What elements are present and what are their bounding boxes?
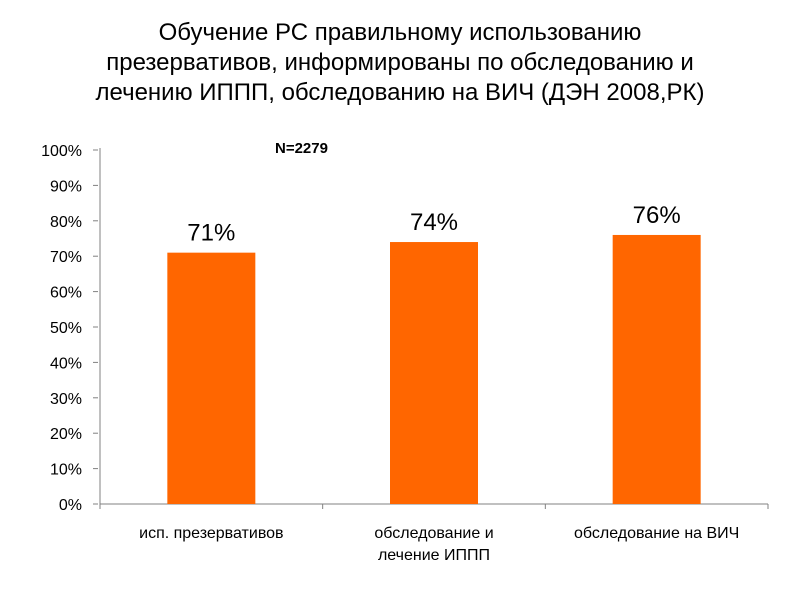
y-tick-label: 40% (50, 355, 82, 372)
category-label: обследование на ВИЧ (574, 525, 739, 542)
data-label: 76% (633, 202, 681, 229)
y-tick-label: 60% (50, 285, 82, 302)
bar (167, 252, 256, 504)
y-tick-label: 50% (50, 320, 82, 337)
bars (167, 234, 701, 505)
y-tick-label: 90% (50, 178, 82, 195)
chart-title: Обучение РС правильному использованию пр… (95, 19, 705, 106)
bar (612, 234, 701, 504)
y-tick-label: 70% (50, 249, 82, 266)
category-label: обследование и (374, 525, 493, 542)
sample-size-note: N=2279 (275, 140, 328, 157)
data-label: 71% (187, 220, 235, 247)
y-tick-label: 10% (50, 462, 82, 479)
y-tick-label: 100% (41, 143, 82, 160)
y-tick-label: 30% (50, 391, 82, 408)
y-axis-ticks: 0% 10% 20% 30% 40% 50% 60% 70% 80% 90% 100% (41, 143, 98, 514)
category-label: лечение ИППП (378, 547, 490, 564)
y-tick-label: 80% (50, 214, 82, 231)
y-tick-label: 0% (59, 497, 82, 514)
y-tick-label: 20% (50, 426, 82, 443)
category-labels: исп. презервативов обследование и лечение … (139, 525, 739, 564)
data-labels: 71% 74% 76% (187, 202, 680, 247)
data-label: 74% (410, 209, 458, 236)
bar (390, 242, 478, 505)
category-label: исп. презервативов (139, 525, 283, 542)
